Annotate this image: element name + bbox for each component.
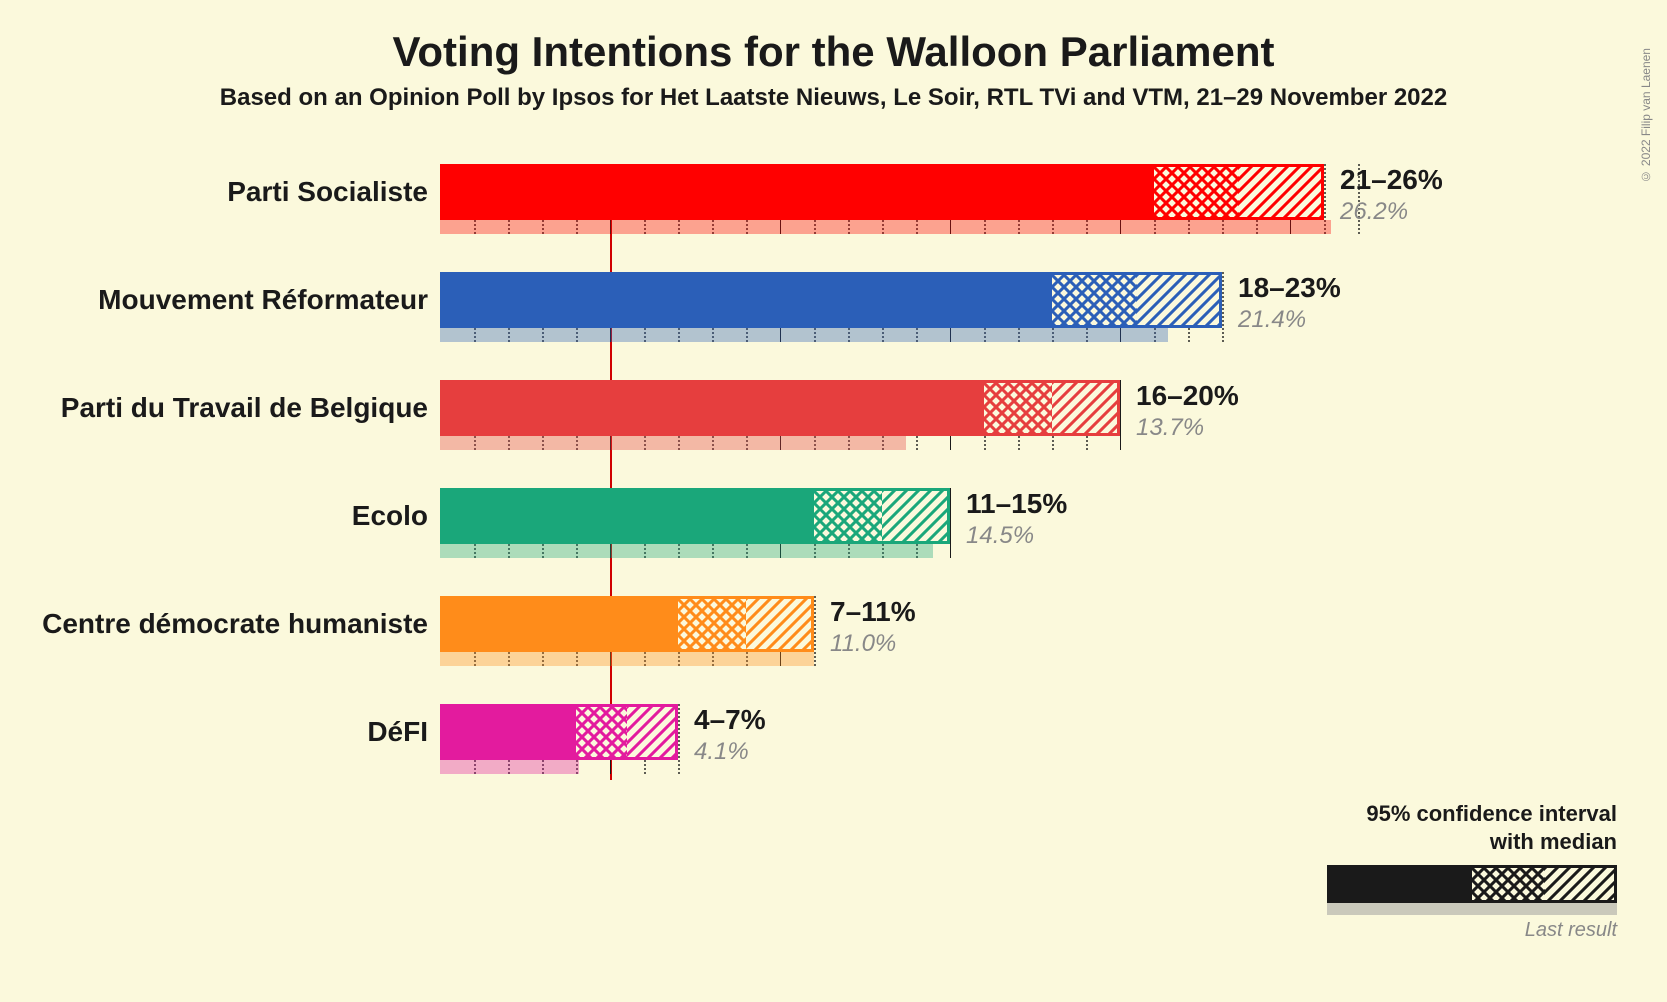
grid-minor (678, 704, 680, 774)
bar-diagonal (746, 596, 814, 652)
bar-crosshatch (576, 704, 627, 760)
bar-crosshatch (678, 596, 746, 652)
chart-title: Voting Intentions for the Walloon Parlia… (0, 28, 1667, 76)
grid-minor (814, 596, 816, 666)
party-name: Parti Socialiste (227, 176, 428, 208)
last-result-bar (440, 760, 579, 774)
grid-major (1120, 380, 1121, 450)
legend-last-result-label: Last result (1317, 919, 1617, 942)
last-result-bar (440, 328, 1168, 342)
value-last-result: 26.2% (1340, 198, 1408, 226)
grid-minor (1222, 272, 1224, 342)
bar-diagonal (1137, 272, 1222, 328)
bar-solid (440, 272, 1052, 328)
bar-crosshatch (814, 488, 882, 544)
value-range: 21–26% (1340, 164, 1443, 196)
party-name: Mouvement Réformateur (98, 284, 428, 316)
bar-solid (440, 488, 814, 544)
party-name: Parti du Travail de Belgique (61, 392, 428, 424)
legend-solid (1327, 865, 1472, 903)
bar-diagonal (1052, 380, 1120, 436)
last-result-bar (440, 436, 906, 450)
bar-diagonal (627, 704, 678, 760)
party-name: Ecolo (352, 500, 428, 532)
legend-crosshatch (1472, 865, 1545, 903)
party-row: Parti Socialiste 21–26%26.2% (0, 158, 1667, 266)
party-row: Centre démocrate humaniste 7–11%11.0% (0, 590, 1667, 698)
value-last-result: 13.7% (1136, 414, 1204, 442)
legend-bar (1327, 865, 1617, 903)
bar-solid (440, 164, 1154, 220)
bar-crosshatch (1154, 164, 1239, 220)
value-range: 7–11% (830, 596, 916, 628)
bar-diagonal (882, 488, 950, 544)
party-row: Mouvement Réformateur 18–23%21.4% (0, 266, 1667, 374)
value-range: 4–7% (694, 704, 766, 736)
value-last-result: 4.1% (694, 738, 749, 766)
bar-crosshatch (1052, 272, 1137, 328)
value-range: 16–20% (1136, 380, 1239, 412)
last-result-bar (440, 544, 933, 558)
legend-diagonal (1545, 865, 1618, 903)
legend-last-result-bar (1327, 903, 1617, 915)
grid-major (950, 488, 951, 558)
bar-crosshatch (984, 380, 1052, 436)
legend-title: 95% confidence interval with median (1317, 800, 1617, 855)
chart-subtitle: Based on an Opinion Poll by Ipsos for He… (0, 84, 1667, 112)
bar-diagonal (1239, 164, 1324, 220)
value-range: 18–23% (1238, 272, 1341, 304)
party-row: Ecolo 11–15%14.5% (0, 482, 1667, 590)
value-last-result: 11.0% (830, 630, 896, 658)
party-row: Parti du Travail de Belgique 16–20%13.7% (0, 374, 1667, 482)
value-range: 11–15% (966, 488, 1067, 520)
bar-solid (440, 596, 678, 652)
value-last-result: 21.4% (1238, 306, 1306, 334)
last-result-bar (440, 220, 1331, 234)
last-result-bar (440, 652, 814, 666)
value-last-result: 14.5% (966, 522, 1034, 550)
bar-solid (440, 704, 576, 760)
party-row: DéFI 4–7%4.1% (0, 698, 1667, 806)
party-name: Centre démocrate humaniste (42, 608, 428, 640)
party-name: DéFI (367, 716, 428, 748)
bar-solid (440, 380, 984, 436)
legend: 95% confidence interval with median Last… (1317, 800, 1617, 942)
